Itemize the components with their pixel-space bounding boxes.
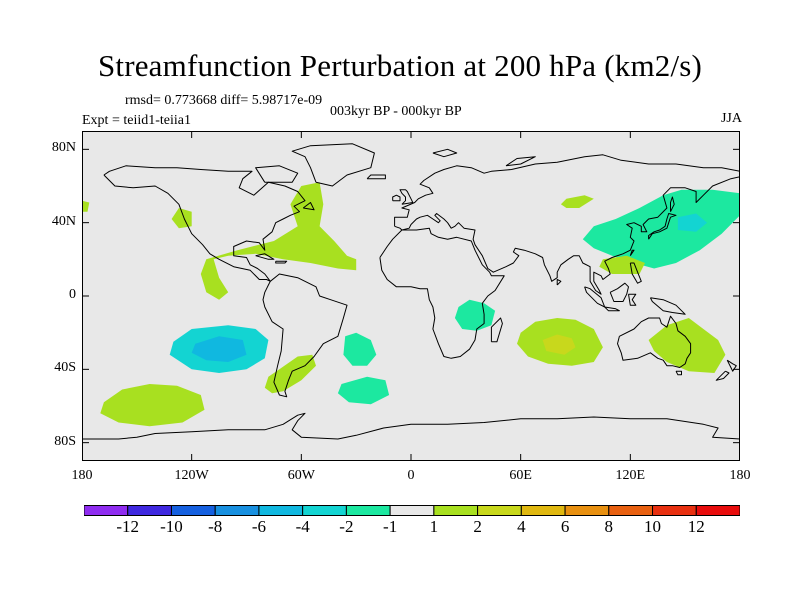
y-tick-label: 0 [69,287,76,302]
sri-lanka-coast [556,279,562,286]
colorbar-swatch [433,505,479,516]
antarctica-coast [82,412,740,440]
negative-anomaly-south-pacific-core [191,336,247,362]
colorbar-swatch [170,505,216,516]
colorbar-label: -8 [208,517,223,536]
colorbar-swatch [214,505,260,516]
map-title: Streamfunction Perturbation at 200 hPa (… [97,48,703,83]
negative-anomaly-east-asia-core [677,213,708,232]
colorbar-label: 6 [560,517,570,536]
sakhalin-coast [670,196,675,212]
tasmania-coast [675,370,682,376]
positive-anomaly-north-atlantic [200,182,357,300]
period-label: 003kyr BP - 000kyr BP [330,104,462,119]
x-tick-label: 0 [407,468,415,483]
newfoundland-coast [302,202,315,211]
colorbar-swatch [608,505,654,516]
colorbar-label: 12 [687,517,705,536]
australia-coast [617,315,692,368]
x-tick-label: 60E [509,468,532,483]
colorbar-label: -6 [251,517,266,536]
colorbar-swatch [127,505,172,516]
negative-anomaly-south-atlantic-north [343,332,377,366]
colorbar-label: 8 [604,517,614,536]
baffin-island-coast [255,165,299,183]
positive-anomaly-australia [648,318,726,373]
south-america-coast [262,273,348,398]
colorbar-label: 10 [644,517,662,536]
positive-anomaly-indian-ocean-core [542,334,576,355]
y-tick-label: 80N [51,140,76,156]
java-coast [604,306,620,312]
map-frame [82,131,740,461]
colorbar-swatch [389,505,435,516]
borneo-coast [609,282,629,302]
hispaniola-coast [275,260,288,264]
colorbar-label: -4 [295,517,310,536]
x-tick-label: 180 [729,468,751,483]
colorbar-swatch [564,505,610,516]
iceland-coast [366,174,386,180]
colorbar-swatch [520,505,566,516]
y-tick-label: 80S [54,433,76,449]
colorbar-label: 2 [473,517,482,536]
colorbar-swatch [302,505,347,516]
taiwan-coast [629,249,635,256]
north-america-coast [103,165,306,282]
negative-anomaly-east-africa [454,299,496,331]
positive-anomaly-tropical-asia [599,255,645,274]
x-tick-label: 120W [174,468,209,483]
map-plot [82,131,740,461]
colorbar [84,505,740,516]
colorbar-swatch [345,505,391,516]
x-tick-label: 120E [615,468,646,483]
philippines-coast [629,262,642,284]
colorbar-label: -12 [116,517,140,536]
new-guinea-coast [649,297,686,315]
new-zealand-south-coast [715,370,730,381]
y-tick-label: 40S [54,360,76,376]
x-tick-label: 180 [71,468,93,483]
colorbar-label: -2 [339,517,354,536]
axis-ticks [82,131,740,461]
ireland-coast [392,194,401,202]
eurasia-coast [394,154,740,295]
map-canvas [82,131,740,461]
british-isles-coast [399,189,414,205]
japan-coast [648,213,677,240]
colorbar-swatch [695,505,740,516]
experiment-label: Expt = teiid1-teiia1 [82,113,191,128]
greenland-coast [291,143,375,187]
colorbar-label: 1 [429,517,439,536]
season-label: JJA [720,111,742,126]
colorbar-swatch [477,505,522,516]
svalbard-coast [432,148,458,158]
cuba-coast [255,253,275,260]
x-tick-label: 60W [287,468,315,483]
sulawesi-coast [628,293,637,306]
y-tick-label: 40N [51,213,76,229]
colorbar-swatch [652,505,697,516]
colorbar-swatch [258,505,304,516]
new-zealand-coast [726,359,737,372]
colorbar-label: 4 [517,517,526,536]
positive-anomaly-southeast-pacific [100,384,205,427]
colorbar-swatch [84,505,129,516]
novaya-zemlya-coast [505,156,536,167]
colorbar-label: -10 [160,517,183,536]
positive-anomaly-central-asia [560,195,594,208]
rmsd-text: rmsd= 0.773668 diff= 5.98717e-09 [125,93,323,108]
coastlines [82,143,740,440]
positive-anomaly-southern-south-america [264,354,316,394]
colorbar-label: -1 [383,517,398,536]
negative-anomaly-south-atlantic-south [337,376,390,405]
africa-coast [379,227,505,359]
positive-anomaly-dateline-edge [82,200,90,212]
madagascar-coast [490,317,503,343]
